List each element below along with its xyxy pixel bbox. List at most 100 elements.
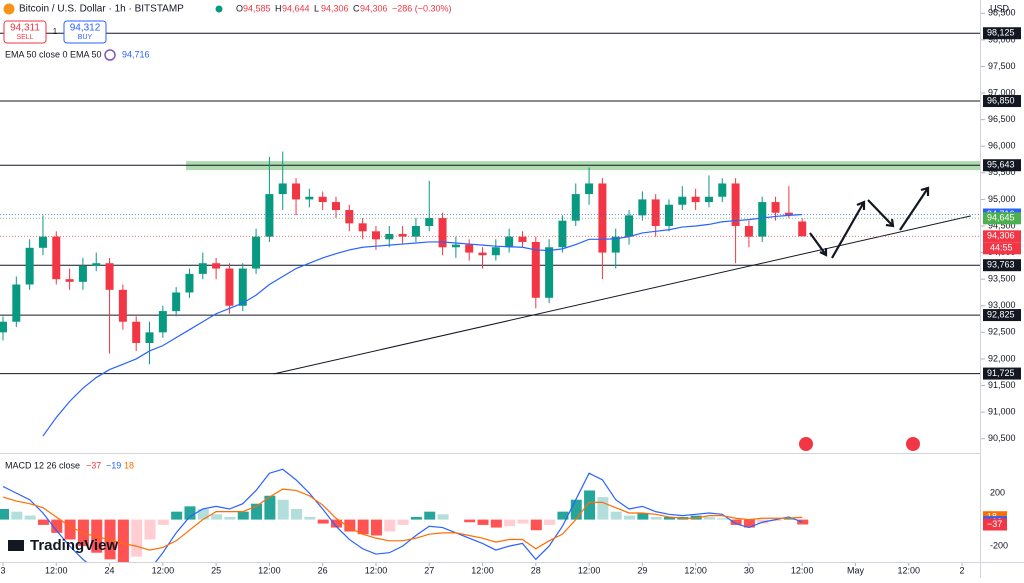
macd-hist-bar — [464, 519, 476, 523]
y-tick-label: 92,500 — [988, 327, 1016, 337]
macd-hist-bar — [277, 499, 289, 520]
macd-hist-bar — [357, 519, 369, 535]
macd-hist-bar — [37, 519, 49, 525]
candle-body — [38, 236, 47, 248]
candle-body — [531, 241, 540, 298]
price-tag-label: 94,645 — [987, 213, 1015, 223]
y-tick-label: 94,500 — [988, 220, 1016, 230]
macd-tag — [983, 518, 1007, 531]
level-tag — [983, 27, 1021, 40]
ohlc-value: 94,306 — [360, 3, 388, 13]
ohlc-key: C — [353, 3, 360, 13]
candle-body — [305, 196, 314, 200]
macd-hist-bar — [157, 519, 169, 525]
ohlc-value: 94,644 — [282, 3, 310, 13]
y-tick-label: 96,000 — [988, 141, 1016, 151]
macd-hist-bar — [783, 518, 795, 520]
candle-body — [798, 221, 807, 237]
macd-hist-bar — [624, 515, 636, 520]
x-tick-label: 28 — [531, 565, 541, 575]
macd-hist-bar — [743, 519, 755, 528]
projection-arrows — [809, 186, 930, 259]
candle-body — [292, 183, 301, 200]
event-icon — [799, 437, 813, 451]
candle-body — [118, 289, 127, 322]
macd-hist-bar — [530, 519, 542, 531]
ohlc-value: 94,585 — [243, 3, 271, 13]
macd-hist-bar — [291, 509, 303, 520]
candle-body — [638, 199, 647, 216]
candle-body — [505, 236, 514, 248]
y-tick-label: 98,000 — [988, 34, 1016, 44]
candle-body — [25, 247, 34, 285]
candle-body — [744, 226, 753, 237]
candle-body — [665, 204, 673, 226]
x-tick-label: 29 — [637, 565, 647, 575]
macd-hist-bar — [224, 516, 236, 520]
signal-line — [2, 488, 803, 551]
y-tick-label: 90,500 — [988, 433, 1016, 443]
candle-body — [545, 247, 554, 298]
macd-hist-bar — [184, 506, 196, 520]
candle-body — [185, 273, 194, 293]
candle-body — [598, 183, 607, 253]
candle-body — [398, 233, 407, 237]
candle-body — [758, 202, 767, 237]
ema-line — [42, 213, 803, 437]
ema-icon — [104, 49, 116, 61]
macd-hist-bar — [264, 495, 276, 520]
logo-mark — [8, 540, 24, 551]
macd-hist-bar — [117, 519, 129, 562]
candle-body — [105, 263, 114, 290]
x-tick-label: 27 — [424, 565, 434, 575]
macd-hist-bar — [717, 518, 729, 520]
brand: TradingView — [30, 537, 118, 554]
macd-hist-bar — [237, 511, 249, 520]
candle-body — [625, 215, 634, 237]
candle-body — [784, 212, 793, 216]
macd-hist-bar — [197, 509, 209, 520]
candle-body — [558, 220, 567, 248]
x-tick-label: 12:00 — [45, 565, 68, 575]
sell-label: SELL — [16, 34, 33, 41]
macd-tick-label: 200 — [990, 487, 1005, 497]
macd-hist-bar — [664, 516, 675, 520]
y-tick-label: 92,000 — [988, 353, 1016, 363]
x-tick-label: 26 — [318, 565, 328, 575]
macd-hist-bar — [610, 511, 622, 520]
y-tick-label: 93,000 — [988, 300, 1016, 310]
candle-body — [65, 279, 74, 282]
y-tick-label: 96,500 — [988, 114, 1016, 124]
trendline — [273, 215, 972, 375]
sell-price: 94,311 — [10, 23, 40, 34]
arrow — [899, 186, 930, 231]
candle-body — [611, 236, 620, 253]
macd-hist-bar — [730, 519, 742, 525]
macd-line — [2, 468, 803, 562]
candle-body — [318, 196, 327, 203]
macd-hist-bar — [171, 511, 183, 520]
level-tag — [983, 95, 1021, 108]
price-tag — [983, 230, 1021, 243]
ema-value: 94,716 — [122, 49, 150, 59]
sell-button[interactable] — [3, 20, 47, 44]
candle-body — [425, 218, 434, 226]
macd-hist-bar — [11, 511, 23, 520]
candle-body — [12, 284, 21, 322]
macd-hist-bar — [331, 519, 342, 528]
macd-hist-bar — [490, 519, 502, 528]
x-tick-label: 12:00 — [471, 565, 494, 575]
level-tag — [983, 259, 1021, 272]
x-tick-label: 3 — [0, 565, 5, 575]
arrow — [867, 199, 895, 228]
candle-body — [718, 183, 727, 197]
macd-hist-bar — [144, 519, 156, 540]
candle-body — [585, 183, 594, 195]
candle-body — [731, 183, 740, 226]
macd-hist-bar — [251, 503, 263, 520]
candle-body — [0, 321, 7, 333]
buy-button[interactable] — [63, 20, 107, 44]
candle-body — [651, 199, 660, 226]
